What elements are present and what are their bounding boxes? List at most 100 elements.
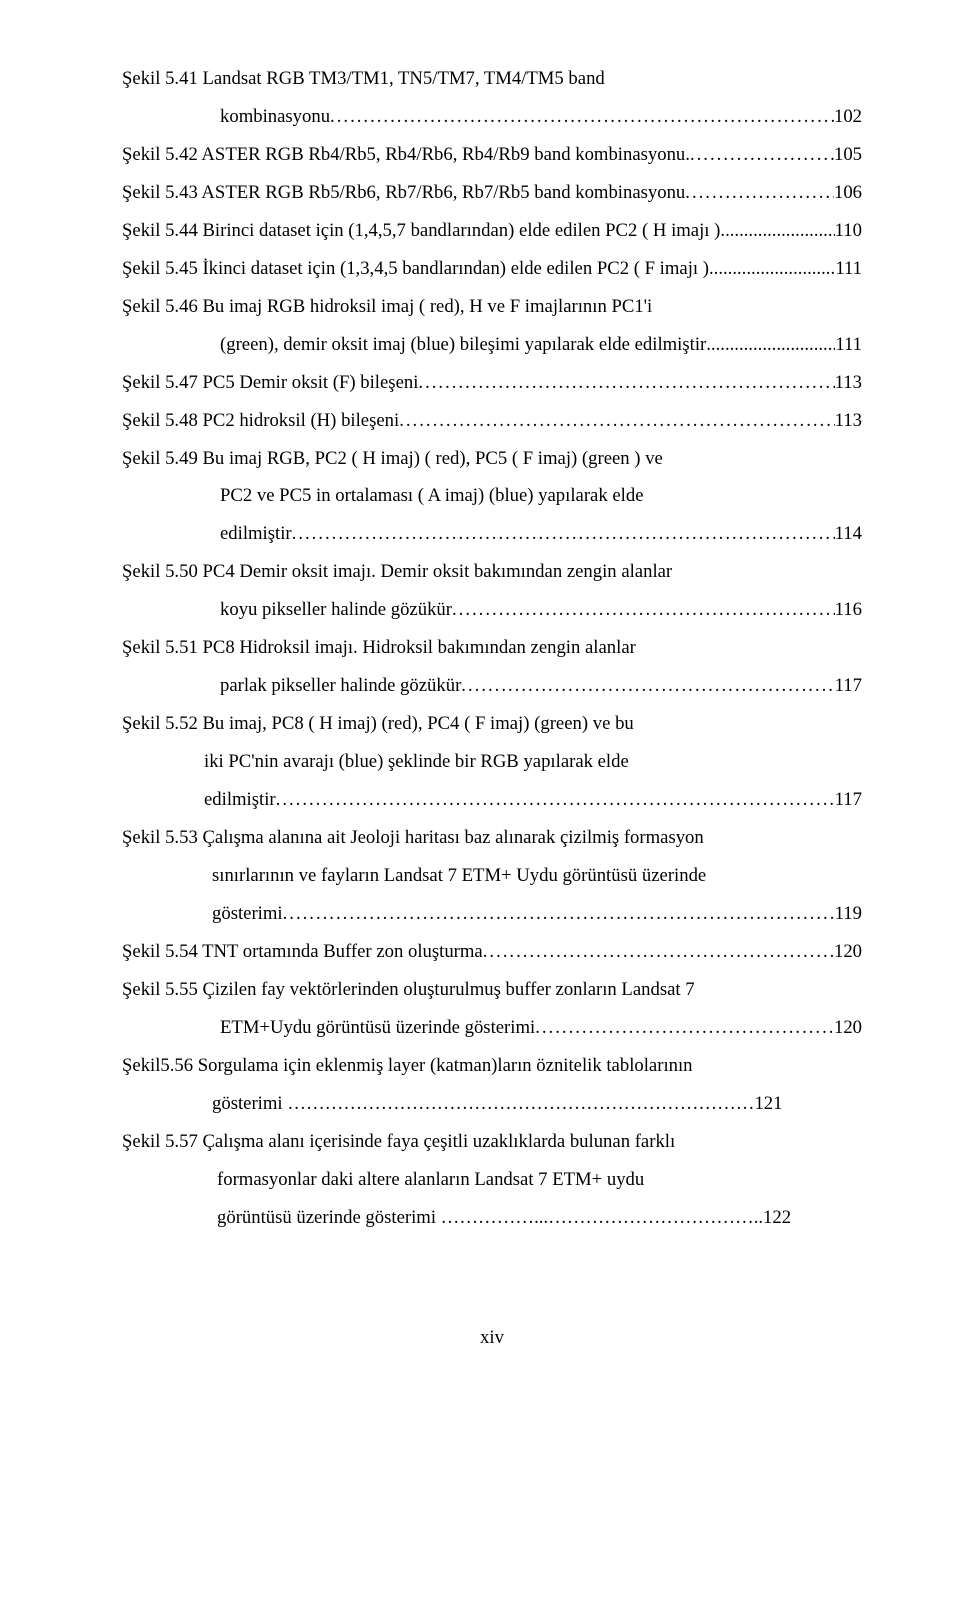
entry-label: Şekil 5.57 Çalışma alanı içerisinde faya… [122,1123,675,1161]
entry-cont-label: kombinasyonu [220,98,330,136]
entry-first-line: Şekil 5.55 Çizilen fay vektörlerinden ol… [122,971,862,1009]
entry-first-line: Şekil 5.53 Çalışma alanına ait Jeoloji h… [122,819,862,857]
entry-first-line: Şekil 5.50 PC4 Demir oksit imajı. Demir … [122,553,862,591]
figure-entry: Şekil 5.48 PC2 hidroksil (H) bileşeni 113 [122,402,862,440]
entry-cont-line: iki PC'nin avarajı (blue) şeklinde bir R… [122,743,862,781]
entry-cont-label: edilmiştir [220,515,292,553]
entry-page: 111 [835,326,862,364]
entry-page: 110 [835,212,862,250]
leader-dots [276,781,835,819]
entry-cont-label: (green), demir oksit imaj (blue) bileşim… [220,326,706,364]
entry-cont-label: ETM+Uydu görüntüsü üzerinde gösterimi [220,1009,535,1047]
leader-dots [720,212,834,250]
entry-cont-line: edilmiştir 114 [122,515,862,553]
entry-first-line: Şekil 5.47 PC5 Demir oksit (F) bileşeni 1… [122,364,862,402]
entry-label: Şekil 5.49 Bu imaj RGB, PC2 ( H imaj) ( … [122,440,663,478]
entry-page: 122 [763,1199,791,1237]
entry-first-line: Şekil 5.43 ASTER RGB Rb5/Rb6, Rb7/Rb6, R… [122,174,862,212]
entry-page: 119 [835,895,862,933]
entry-first-line: Şekil 5.45 İkinci dataset için (1,3,4,5 … [122,250,862,288]
leader-dots [418,364,834,402]
leader-dots [399,402,834,440]
entry-first-line: Şekil 5.44 Birinci dataset için (1,4,5,7… [122,212,862,250]
entry-cont-label: parlak pikseller halinde gözükür [220,667,461,705]
entry-first-line: Şekil 5.54 TNT ortamında Buffer zon oluş… [122,933,862,971]
entry-label: Şekil 5.46 Bu imaj RGB hidroksil imaj ( … [122,288,652,326]
leader-dots [330,98,834,136]
entry-cont-line: formasyonlar daki altere alanların Lands… [122,1161,862,1199]
entry-cont-line: koyu pikseller halinde gözükür 116 [122,591,862,629]
entry-label: Şekil 5.55 Çizilen fay vektörlerinden ol… [122,971,695,1009]
entry-page: 105 [834,136,862,174]
entry-label: Şekil 5.51 PC8 Hidroksil imajı. Hidroksi… [122,629,636,667]
entry-cont-line: gösterimi …………………………………………………………………121 [122,1085,862,1123]
entry-page: 113 [835,402,862,440]
leader-dots [283,895,835,933]
leader-dots [690,136,834,174]
entry-cont-label: görüntüsü üzerinde gösterimi ……………...………… [217,1199,763,1237]
entry-label: Şekil 5.48 PC2 hidroksil (H) bileşeni [122,402,399,440]
figure-entry: Şekil 5.55 Çizilen fay vektörlerinden ol… [122,971,862,1047]
entry-label: Şekil 5.50 PC4 Demir oksit imajı. Demir … [122,553,672,591]
entry-first-line: Şekil 5.52 Bu imaj, PC8 ( H imaj) (red),… [122,705,862,743]
page-number-footer: xiv [122,1319,862,1357]
entry-cont-line: parlak pikseller halinde gözükür117 [122,667,862,705]
figure-entry: Şekil 5.52 Bu imaj, PC8 ( H imaj) (red),… [122,705,862,819]
entry-first-line: Şekil 5.41 Landsat RGB TM3/TM1, TN5/TM7,… [122,60,862,98]
entry-first-line: Şekil 5.46 Bu imaj RGB hidroksil imaj ( … [122,288,862,326]
figure-entry: Şekil 5.46 Bu imaj RGB hidroksil imaj ( … [122,288,862,364]
figure-list: Şekil 5.41 Landsat RGB TM3/TM1, TN5/TM7,… [122,60,862,1237]
figure-entry: Şekil 5.47 PC5 Demir oksit (F) bileşeni 1… [122,364,862,402]
entry-page: 111 [835,250,862,288]
leader-dots [292,515,835,553]
entry-label: Şekil 5.41 Landsat RGB TM3/TM1, TN5/TM7,… [122,60,605,98]
entry-cont-label: gösterimi [212,895,283,933]
entry-page: 102 [834,98,862,136]
entry-cont-line: görüntüsü üzerinde gösterimi ……………...………… [122,1199,862,1237]
entry-label: Şekil 5.45 İkinci dataset için (1,3,4,5 … [122,250,709,288]
entry-first-line: Şekil 5.49 Bu imaj RGB, PC2 ( H imaj) ( … [122,440,862,478]
leader-dots [483,933,834,971]
entry-cont-line: ETM+Uydu görüntüsü üzerinde gösterimi 12… [122,1009,862,1047]
figure-entry: Şekil 5.54 TNT ortamında Buffer zon oluş… [122,933,862,971]
figure-entry: Şekil 5.51 PC8 Hidroksil imajı. Hidroksi… [122,629,862,705]
entry-cont-line: edilmiştir 117 [122,781,862,819]
entry-label: Şekil 5.42 ASTER RGB Rb4/Rb5, Rb4/Rb6, R… [122,136,690,174]
entry-label: Şekil 5.53 Çalışma alanına ait Jeoloji h… [122,819,704,857]
entry-cont-label: edilmiştir [204,781,276,819]
entry-page: 113 [835,364,862,402]
entry-cont-label: iki PC'nin avarajı (blue) şeklinde bir R… [204,743,629,781]
entry-cont-label: formasyonlar daki altere alanların Lands… [217,1161,644,1199]
figure-entry: Şekil 5.42 ASTER RGB Rb4/Rb5, Rb4/Rb6, R… [122,136,862,174]
leader-dots [685,174,834,212]
entry-page: 114 [835,515,862,553]
entry-cont-line: kombinasyonu 102 [122,98,862,136]
figure-entry: Şekil 5.49 Bu imaj RGB, PC2 ( H imaj) ( … [122,440,862,554]
entry-label: Şekil 5.44 Birinci dataset için (1,4,5,7… [122,212,720,250]
entry-first-line: Şekil 5.42 ASTER RGB Rb4/Rb5, Rb4/Rb6, R… [122,136,862,174]
figure-entry: Şekil 5.57 Çalışma alanı içerisinde faya… [122,1123,862,1237]
entry-first-line: Şekil 5.57 Çalışma alanı içerisinde faya… [122,1123,862,1161]
entry-cont-line: PC2 ve PC5 in ortalaması ( A imaj) (blue… [122,477,862,515]
figure-entry: Şekil 5.43 ASTER RGB Rb5/Rb6, Rb7/Rb6, R… [122,174,862,212]
figure-entry: Şekil 5.50 PC4 Demir oksit imajı. Demir … [122,553,862,629]
entry-cont-label: sınırlarının ve fayların Landsat 7 ETM+ … [212,857,706,895]
entry-cont-label: koyu pikseller halinde gözükür [220,591,452,629]
leader-dots [709,250,835,288]
entry-page: 106 [834,174,862,212]
leader-dots [706,326,835,364]
leader-dots [461,667,834,705]
entry-cont-line: sınırlarının ve fayların Landsat 7 ETM+ … [122,857,862,895]
entry-label: Şekil 5.43 ASTER RGB Rb5/Rb6, Rb7/Rb6, R… [122,174,685,212]
entry-page: 116 [835,591,862,629]
entry-label: Şekil 5.54 TNT ortamında Buffer zon oluş… [122,933,483,971]
entry-label: Şekil 5.52 Bu imaj, PC8 ( H imaj) (red),… [122,705,634,743]
figure-entry: Şekil 5.45 İkinci dataset için (1,3,4,5 … [122,250,862,288]
entry-label: Şekil 5.47 PC5 Demir oksit (F) bileşeni [122,364,418,402]
entry-page: 117 [835,781,862,819]
entry-cont-line: gösterimi 119 [122,895,862,933]
figure-entry: Şekil 5.53 Çalışma alanına ait Jeoloji h… [122,819,862,933]
entry-cont-label: gösterimi ………………………………………………………………… [212,1085,754,1123]
entry-page: 120 [834,933,862,971]
entry-first-line: Şekil 5.48 PC2 hidroksil (H) bileşeni 113 [122,402,862,440]
